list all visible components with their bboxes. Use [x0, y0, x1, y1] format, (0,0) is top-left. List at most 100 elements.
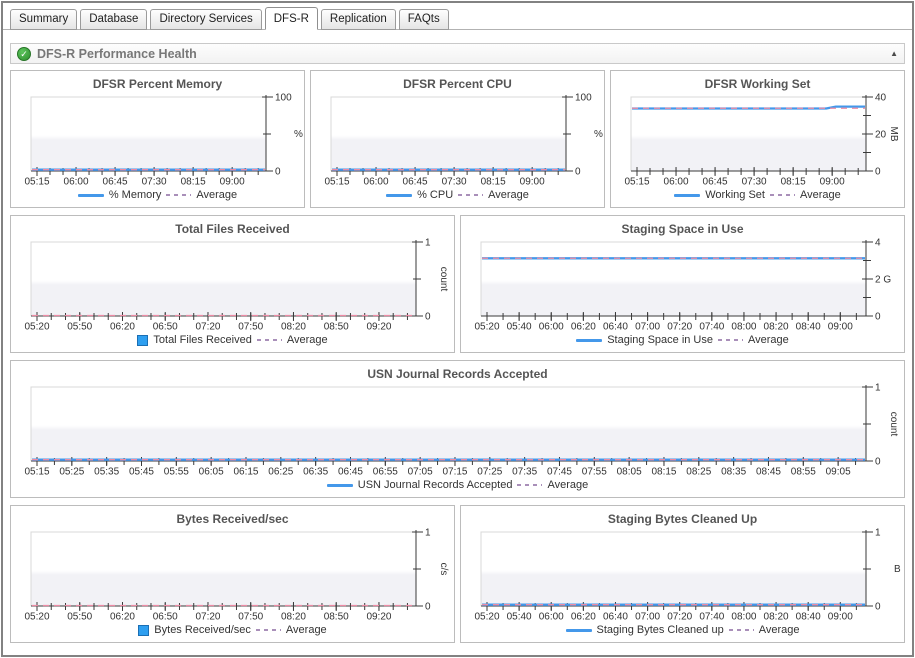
- x-tick-label: 08:45: [756, 467, 781, 477]
- chart-dfsr-percent-cpu[interactable]: 0 100% 05:15 06:00 06:45 07:30 08:15 09:00: [311, 93, 604, 186]
- y-tick-label: 20: [875, 130, 887, 141]
- x-tick-label: 06:00: [664, 177, 689, 187]
- y-tick-label: 1: [875, 383, 881, 394]
- collapse-up-icon[interactable]: ▲: [890, 49, 898, 58]
- y-tick-label: 1: [425, 238, 431, 249]
- legend-label: Working Set: [705, 189, 765, 201]
- x-tick-label: 09:00: [820, 177, 845, 187]
- chart-staging-bytes-cleaned-up[interactable]: 0 1 B 05:20 05:40 06:00 06:20 06:40 07:00 07:20 07…: [461, 528, 904, 621]
- chart-bytes-received-sec[interactable]: 0 1 c/s 05:20 05:50 06:20 06:50 07:20 07:50 08:20…: [11, 528, 454, 621]
- x-tick-label: 08:15: [481, 177, 506, 187]
- y-tick-label: 0: [875, 457, 881, 468]
- legend-line-swatch: [576, 338, 603, 342]
- x-tick-label: 05:20: [24, 322, 49, 332]
- x-tick-label: 06:20: [571, 322, 596, 332]
- x-tick-label: 06:50: [153, 322, 178, 332]
- tab-dfs-r[interactable]: DFS-R: [264, 7, 318, 30]
- x-tick-label: 05:45: [129, 467, 154, 477]
- legend-label: Average: [799, 189, 841, 201]
- chart-panel-staging-space-in-use: Staging Space in Use 0 2 G 4 05:20 05:40 06:00…: [460, 215, 905, 353]
- y-axis-unit: %: [594, 129, 603, 140]
- tab-directory-services[interactable]: Directory Services: [150, 9, 262, 30]
- y-tick-label: 0: [875, 312, 881, 323]
- tab-database[interactable]: Database: [80, 9, 148, 30]
- x-tick-label: 05:20: [24, 612, 49, 622]
- status-ok-icon: ✓: [17, 46, 31, 61]
- y-tick-label: 0: [425, 312, 431, 323]
- x-tick-label: 07:00: [635, 612, 660, 622]
- legend-label: Average: [547, 479, 589, 491]
- x-tick-label: 05:40: [507, 322, 532, 332]
- legend-label: Staging Space in Use: [607, 334, 713, 346]
- legend-bar-swatch: [138, 624, 150, 636]
- legend-label: % Memory: [108, 189, 162, 201]
- legend-average-dash-swatch: [517, 484, 543, 486]
- chart-legend: Staging Bytes Cleaned up Average: [461, 621, 904, 642]
- x-tick-label: 08:15: [181, 177, 206, 187]
- y-axis-unit: c/s: [438, 563, 449, 576]
- x-tick-label: 09:05: [826, 467, 851, 477]
- legend-label: Average: [488, 189, 529, 201]
- x-tick-label: 07:35: [512, 467, 537, 477]
- x-tick-label: 06:00: [364, 177, 389, 187]
- x-tick-label: 09:20: [366, 612, 391, 622]
- x-tick-label: 08:50: [324, 612, 349, 622]
- x-tick-label: 08:00: [731, 322, 756, 332]
- x-tick-label: 08:40: [796, 612, 821, 622]
- x-tick-label: 08:00: [731, 612, 756, 622]
- tab-faqts[interactable]: FAQts: [398, 9, 449, 30]
- x-tick-label: 06:20: [571, 612, 596, 622]
- section-header[interactable]: ✓ DFS-R Performance Health ▲: [10, 43, 905, 64]
- y-tick-label: 1: [875, 528, 881, 539]
- legend-average-dash-swatch: [166, 194, 192, 196]
- x-tick-label: 07:05: [408, 467, 433, 477]
- chart-dfsr-working-set[interactable]: 0 20 40 MB 05:15 06:00 06:45 07:30 08:15 09:00: [611, 93, 904, 186]
- chart-panel-dfsr-percent-cpu: DFSR Percent CPU 0 100% 05:15 06:00 06:45 07:3…: [310, 70, 605, 208]
- chart-panel-staging-bytes-cleaned-up: Staging Bytes Cleaned Up 0 1 B 05:20 05:40 06:…: [460, 505, 905, 643]
- x-tick-label: 08:40: [796, 322, 821, 332]
- x-tick-label: 06:00: [64, 177, 89, 187]
- x-tick-label: 06:55: [373, 467, 398, 477]
- x-tick-label: 08:20: [764, 322, 789, 332]
- x-tick-label: 07:50: [238, 322, 263, 332]
- x-tick-label: 06:40: [603, 612, 628, 622]
- legend-bar-swatch: [137, 334, 149, 346]
- tab-summary[interactable]: Summary: [10, 9, 78, 30]
- chart-panel-dfsr-working-set: DFSR Working Set 0 20 40 MB 05:15 06:00 06:45 07…: [610, 70, 905, 208]
- chart-total-files-received[interactable]: 0 1 count 05:20 05:50 06:20 06:50 07:20 07:50 08:…: [11, 238, 454, 331]
- x-tick-label: 08:50: [324, 322, 349, 332]
- legend-line-swatch: [565, 628, 592, 632]
- chart-staging-space-in-use[interactable]: 0 2 G 4 05:20 05:40 06:00 06:20 06:40 07:00 07:20…: [461, 238, 904, 331]
- x-tick-label: 05:40: [507, 612, 532, 622]
- x-tick-label: 08:05: [617, 467, 642, 477]
- x-tick-label: 05:15: [624, 177, 649, 187]
- legend-average-dash-swatch: [769, 194, 795, 196]
- x-tick-label: 08:55: [791, 467, 816, 477]
- y-tick-label: 2 G: [875, 275, 891, 286]
- x-tick-label: 05:15: [24, 467, 49, 477]
- legend-average-dash-swatch: [458, 194, 484, 196]
- x-tick-label: 07:20: [667, 612, 692, 622]
- x-tick-label: 05:20: [474, 612, 499, 622]
- x-tick-label: 09:00: [220, 177, 245, 187]
- x-tick-label: 06:35: [303, 467, 328, 477]
- chart-usn-journal-records-accepted[interactable]: 0 1 count 05:15 05:25 05:35 05:45 05:55 06:05 06:…: [11, 383, 904, 476]
- charts-row-1: DFSR Percent Memory 0 100% 05:15 06:00 06:45 0…: [10, 70, 905, 208]
- tab-replication[interactable]: Replication: [320, 9, 396, 30]
- x-tick-label: 07:20: [195, 612, 220, 622]
- chart-title: DFSR Percent CPU: [403, 77, 512, 91]
- legend-average-dash-swatch: [728, 629, 754, 631]
- chart-dfsr-percent-memory[interactable]: 0 100% 05:15 06:00 06:45 07:30 08:15 09:00: [11, 93, 304, 186]
- x-tick-label: 06:45: [403, 177, 428, 187]
- x-tick-label: 07:40: [699, 322, 724, 332]
- chart-title: USN Journal Records Accepted: [367, 367, 548, 381]
- x-tick-label: 07:30: [142, 177, 167, 187]
- x-tick-label: 05:15: [24, 177, 49, 187]
- y-tick-label: 0: [875, 602, 881, 613]
- y-tick-label: 0: [275, 167, 281, 178]
- x-tick-label: 05:35: [94, 467, 119, 477]
- x-tick-label: 07:25: [477, 467, 502, 477]
- chart-legend: Total Files Received Average: [11, 331, 454, 352]
- legend-label: Average: [286, 334, 328, 346]
